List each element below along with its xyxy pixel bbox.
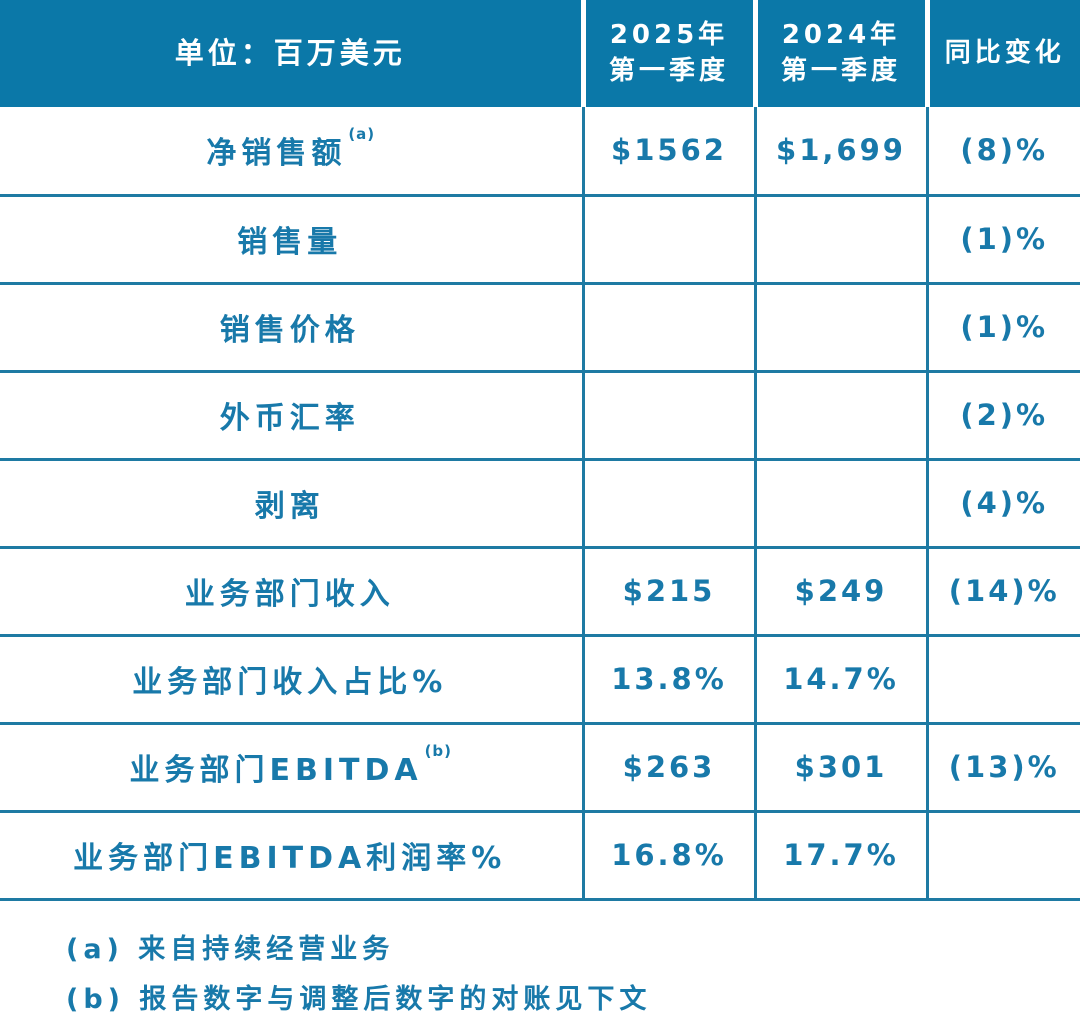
value-2024: 14.7% xyxy=(753,635,927,725)
value-2024 xyxy=(753,195,927,285)
row-label: 外币汇率 xyxy=(0,371,583,461)
header-q1-2025-year: 2025年 xyxy=(609,20,729,51)
table-body: 净销售额(a) $1562 $1,699 (8)% 销售量 (1)% 销售价格 … xyxy=(0,107,1080,901)
value-2025: 16.8% xyxy=(581,811,755,901)
value-2025 xyxy=(581,195,755,285)
value-2024 xyxy=(753,283,927,373)
value-2024 xyxy=(753,459,927,549)
footnote-b: (b) 报告数字与调整后数字的对账见下文 xyxy=(66,983,652,1015)
value-yoy: (14)% xyxy=(925,547,1080,637)
table-row-divestiture: 剥离 (4)% xyxy=(0,459,1080,549)
value-yoy: (8)% xyxy=(925,107,1080,197)
row-label: 剥离 xyxy=(0,459,583,549)
header-q1-2025-quarter: 第一季度 xyxy=(608,55,729,86)
table-row-segment-ebitda: 业务部门EBITDA(b) $263 $301 (13)% xyxy=(0,723,1080,813)
financial-results-table: 单位：百万美元 2025年 第一季度 2024年 第一季度 同比变化 净销售额(… xyxy=(0,0,1080,901)
table-row-net-sales: 净销售额(a) $1562 $1,699 (8)% xyxy=(0,107,1080,197)
header-unit-label: 单位：百万美元 xyxy=(174,35,406,70)
value-yoy: (1)% xyxy=(925,283,1080,373)
table-row-sales-price: 销售价格 (1)% xyxy=(0,283,1080,373)
table-row-segment-ebitda-margin: 业务部门EBITDA利润率% 16.8% 17.7% xyxy=(0,811,1080,901)
header-yoy-label: 同比变化 xyxy=(944,37,1065,68)
value-2025 xyxy=(581,371,755,461)
header-q1-2024: 2024年 第一季度 xyxy=(752,0,927,107)
value-yoy xyxy=(925,635,1080,725)
header-q1-2024-year: 2024年 xyxy=(781,20,901,51)
value-2025: $1562 xyxy=(581,107,755,197)
footnote-marker-b: (b) xyxy=(424,742,453,760)
table-row-foreign-exchange: 外币汇率 (2)% xyxy=(0,371,1080,461)
header-row: 单位：百万美元 2025年 第一季度 2024年 第一季度 同比变化 xyxy=(0,0,1080,107)
table-row-segment-income: 业务部门收入 $215 $249 (14)% xyxy=(0,547,1080,637)
row-label: 业务部门EBITDA(b) xyxy=(0,723,583,813)
header-unit: 单位：百万美元 xyxy=(0,0,583,107)
table-row-sales-volume: 销售量 (1)% xyxy=(0,195,1080,285)
row-label: 业务部门EBITDA利润率% xyxy=(0,811,583,901)
value-2024: $249 xyxy=(753,547,927,637)
value-2024 xyxy=(753,371,927,461)
value-2024: $1,699 xyxy=(753,107,927,197)
footnotes: (a) 来自持续经营业务 (b) 报告数字与调整后数字的对账见下文 xyxy=(0,901,1080,1025)
row-label: 销售价格 xyxy=(0,283,583,373)
value-2025: 13.8% xyxy=(581,635,755,725)
value-yoy: (4)% xyxy=(925,459,1080,549)
row-label: 业务部门收入 xyxy=(0,547,583,637)
value-2024: $301 xyxy=(753,723,927,813)
value-2025 xyxy=(581,283,755,373)
header-q1-2025: 2025年 第一季度 xyxy=(580,0,755,107)
row-label: 销售量 xyxy=(0,195,583,285)
value-2024: 17.7% xyxy=(753,811,927,901)
footnote-a: (a) 来自持续经营业务 xyxy=(66,933,395,965)
table-header: 单位：百万美元 2025年 第一季度 2024年 第一季度 同比变化 xyxy=(0,0,1080,107)
row-label: 业务部门收入占比% xyxy=(0,635,583,725)
value-yoy xyxy=(925,811,1080,901)
value-yoy: (1)% xyxy=(925,195,1080,285)
row-label: 净销售额(a) xyxy=(0,107,583,197)
value-2025: $215 xyxy=(581,547,755,637)
value-yoy: (13)% xyxy=(925,723,1080,813)
value-2025: $263 xyxy=(581,723,755,813)
table-row-segment-income-pct: 业务部门收入占比% 13.8% 14.7% xyxy=(0,635,1080,725)
value-2025 xyxy=(581,459,755,549)
footnote-marker-a: (a) xyxy=(348,125,376,144)
header-q1-2024-quarter: 第一季度 xyxy=(780,55,901,86)
header-yoy-change: 同比变化 xyxy=(924,0,1080,107)
value-yoy: (2)% xyxy=(925,371,1080,461)
